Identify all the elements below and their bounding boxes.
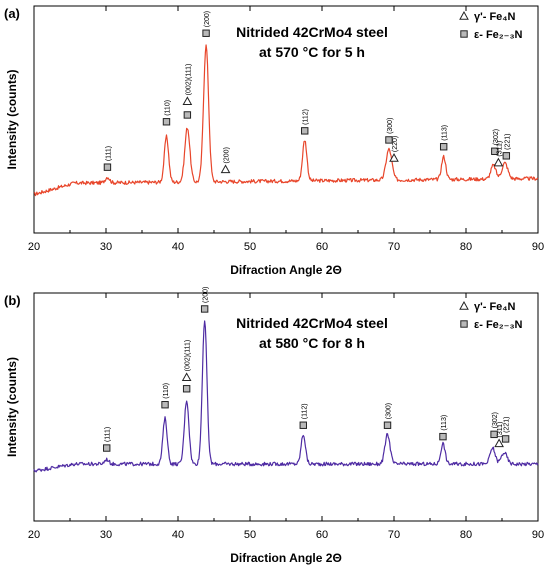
peak-square-marker: [439, 432, 447, 441]
peak-hkl-label: (311): [496, 141, 503, 157]
x-tick-label: 20: [28, 529, 40, 541]
legend-label: γ'- Fe₄N: [474, 301, 516, 313]
chart-title-line-1: Nitrided 42CrMo4 steel: [236, 315, 388, 331]
peak-square-marker: [383, 421, 392, 429]
peak-hkl-label: (113): [441, 415, 448, 431]
legend-label: ε- Fe₂₋₃N: [474, 29, 523, 41]
panel-b: 20 30 40 50 60 70 80 90 Difraction Angle 2Θ Inten…: [4, 287, 544, 565]
x-axis-label: Difraction Angle 2Θ: [230, 263, 342, 277]
peak-square-marker: [182, 385, 191, 393]
legend-square-marker: [460, 30, 468, 38]
peak-square-marker: [299, 421, 307, 429]
peak-square-marker: [301, 127, 309, 135]
x-tick-label: 80: [460, 529, 472, 541]
legend-label: ε- Fe₂₋₃N: [474, 319, 523, 331]
peak-hkl-label: (110): [164, 100, 171, 116]
x-tick-label: 80: [460, 241, 472, 253]
x-axis-label: Difraction Angle 2Θ: [230, 551, 342, 565]
plot-frame: [33, 5, 539, 234]
x-tick-label: 60: [316, 529, 328, 541]
peak-square-marker: [490, 430, 498, 439]
x-tick-label: 50: [244, 529, 256, 541]
chart-title-line-2: at 580 °C for 8 h: [259, 335, 365, 351]
peak-hkl-label: (111): [105, 427, 112, 442]
panel-label: (a): [4, 6, 20, 21]
peak-square-marker: [162, 118, 171, 126]
peak-square-marker: [200, 305, 209, 313]
peak-square-marker: [183, 111, 192, 119]
peak-square-marker: [202, 29, 210, 37]
x-tick-label: 30: [100, 241, 112, 253]
peak-hkl-label: (110): [163, 383, 170, 399]
peak-square-marker: [502, 152, 511, 160]
peak-square-marker: [439, 143, 448, 151]
x-tick-label: 20: [28, 241, 40, 253]
x-tick-label: 90: [532, 529, 544, 541]
peak-triangle-marker: [182, 96, 193, 106]
legend-triangle-marker: [459, 10, 469, 20]
peak-hkl-label: (221): [504, 417, 511, 433]
peak-square-marker: [491, 147, 499, 155]
x-tick-label: 70: [388, 241, 400, 253]
peak-hkl-label: (200): [224, 147, 231, 163]
peak-triangle-marker: [389, 153, 399, 162]
legend-square-marker: [460, 320, 468, 328]
peak-square-marker: [103, 444, 111, 452]
peak-hkl-label: (111): [105, 146, 112, 161]
peak-square-marker: [385, 136, 393, 144]
panel-a: 20 30 40 50 60 70 80 90 Difraction Angle 2Θ Inten…: [4, 5, 544, 277]
peak-triangle-marker: [181, 372, 192, 382]
panel-label: (b): [4, 293, 21, 308]
chart-title-line-2: at 570 °C for 5 h: [259, 44, 365, 60]
peak-hkl-label: (300): [387, 118, 394, 134]
chart-title-line-1: Nitrided 42CrMo4 steel: [236, 24, 388, 40]
peak-triangle-marker: [494, 438, 504, 448]
x-tick-label: 50: [244, 241, 256, 253]
x-tick-label: 40: [172, 241, 184, 253]
peak-hkl-label: (300): [386, 403, 393, 419]
peak-hkl-label: (002)(111): [185, 64, 192, 96]
legend-label: γ'- Fe₄N: [474, 11, 516, 23]
peak-triangle-marker: [220, 164, 231, 174]
peak-hkl-label: (112): [303, 109, 310, 125]
x-tick-label: 60: [316, 241, 328, 253]
peak-hkl-label: (113): [442, 125, 449, 141]
peak-hkl-label: (311): [497, 422, 504, 438]
peak-square-marker: [501, 435, 510, 443]
y-axis-label: Intensity (counts): [5, 357, 19, 457]
peak-hkl-label: (220): [392, 136, 399, 152]
peak-square-marker: [103, 163, 112, 171]
peak-hkl-label: (302): [493, 129, 500, 145]
peak-triangle-marker: [493, 157, 504, 167]
peak-square-marker: [161, 401, 169, 409]
x-tick-label: 90: [532, 241, 544, 253]
peak-hkl-label: (112): [301, 403, 308, 419]
peak-hkl-label: (302): [492, 412, 499, 428]
xrd-pattern-line: [33, 44, 539, 197]
x-tick-label: 40: [172, 529, 184, 541]
peak-hkl-label: (200): [204, 11, 211, 27]
y-axis-label: Intensity (counts): [5, 69, 19, 169]
peak-hkl-label: (002)(111): [185, 340, 192, 372]
x-tick-label: 30: [100, 529, 112, 541]
peak-hkl-label: (200): [203, 287, 210, 303]
xrd-pattern-line: [33, 320, 539, 473]
x-tick-label: 70: [388, 529, 400, 541]
peak-hkl-label: (221): [504, 133, 511, 149]
legend-triangle-marker: [459, 300, 469, 310]
